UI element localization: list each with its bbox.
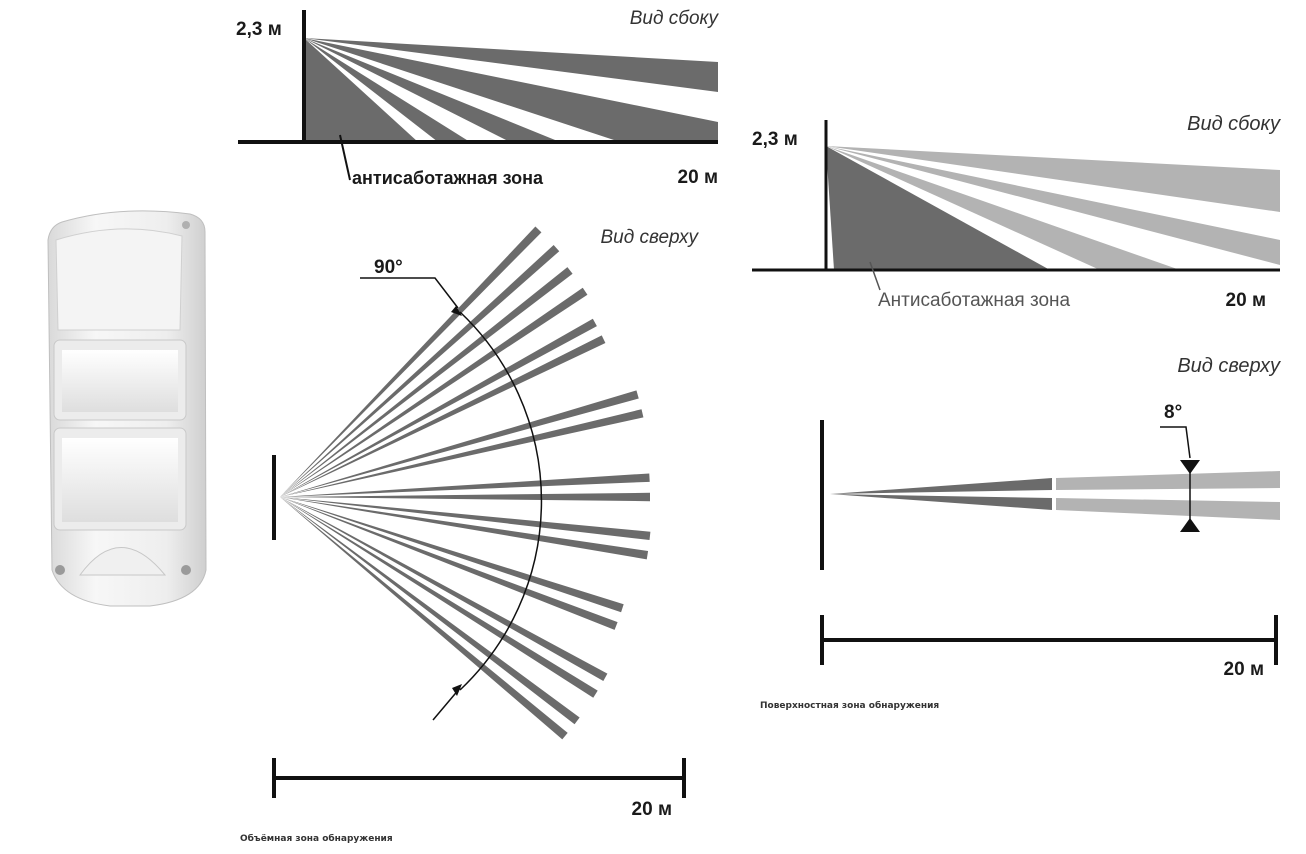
volumetric-fan-beam (280, 497, 649, 560)
volumetric-angle-arc (459, 311, 543, 691)
volumetric-fan-beam (280, 226, 542, 497)
arrow-head-bottom (452, 684, 462, 696)
volumetric-caption: Объёмная зона обнаружения (240, 833, 393, 844)
volumetric-fan-beam (280, 497, 618, 630)
volumetric-top-distance-label: 20 м (632, 799, 672, 820)
surface-top-beam-outer-lower (1056, 498, 1280, 520)
volumetric-fan-beam (280, 473, 650, 497)
anti-sabotage-leader (339, 134, 351, 181)
surface-top-beam-inner-lower (830, 494, 1052, 510)
arrow-head-top (451, 306, 462, 316)
surface-top-beam-inner-upper (830, 478, 1052, 494)
surface-top-view-title: Вид сверху (1177, 355, 1281, 377)
volumetric-fan-beam (280, 409, 644, 497)
volumetric-fan-beam (280, 497, 598, 698)
volumetric-fan-beams (280, 226, 651, 740)
surface-angle-arrow-bottom (1180, 518, 1200, 532)
volumetric-anti-sabotage-area (304, 38, 418, 142)
volumetric-fan-beam (280, 497, 608, 682)
surface-side-beam (826, 146, 1280, 212)
surface-top-beam-outer-upper (1056, 471, 1280, 490)
volumetric-height-label: 2,3 м (236, 19, 282, 40)
volumetric-top-view-title: Вид сверху (600, 227, 699, 248)
surface-angle-arrow-top (1180, 460, 1200, 474)
volumetric-fan-beam (280, 497, 651, 541)
volumetric-side-beam (304, 38, 718, 142)
surface-side-view-title: Вид сбоку (1187, 113, 1281, 135)
volumetric-anti-sabotage-label: антисаботажная зона (352, 168, 544, 188)
volumetric-angle-label: 90° (374, 257, 403, 278)
surface-top-distance-label: 20 м (1224, 659, 1264, 680)
volumetric-fan-beam (280, 497, 624, 613)
volumetric-fan-beam (280, 287, 588, 497)
surface-angle-leader (1160, 426, 1191, 459)
volumetric-fan-beam (280, 497, 580, 725)
volumetric-fan-beam (280, 492, 650, 502)
surface-height-label: 2,3 м (752, 129, 798, 150)
surface-side-beam (826, 146, 1280, 265)
surface-anti-sabotage-area (826, 146, 1050, 270)
angle-leader-top (360, 277, 459, 309)
volumetric-side-beam (304, 38, 718, 92)
volumetric-side-distance-label: 20 м (678, 167, 718, 188)
surface-caption: Поверхностная зона обнаружения (760, 700, 939, 711)
volumetric-fan-beam (280, 244, 560, 497)
volumetric-side-beam (304, 38, 560, 142)
surface-anti-sabotage-leader (869, 261, 881, 291)
surface-side-beam (826, 146, 1180, 270)
volumetric-fan-beam (280, 335, 606, 497)
volumetric-side-view-title: Вид сбоку (630, 8, 720, 29)
volumetric-fan-beam (280, 318, 597, 497)
volumetric-fan-beam (280, 390, 639, 497)
surface-side-distance-label: 20 м (1226, 290, 1266, 311)
surface-angle-label: 8° (1164, 402, 1182, 423)
volumetric-fan-beam (280, 267, 573, 497)
volumetric-fan-beam (280, 497, 568, 740)
volumetric-side-beam (304, 38, 470, 142)
surface-anti-sabotage-label: Антисаботажная зона (878, 290, 1071, 311)
